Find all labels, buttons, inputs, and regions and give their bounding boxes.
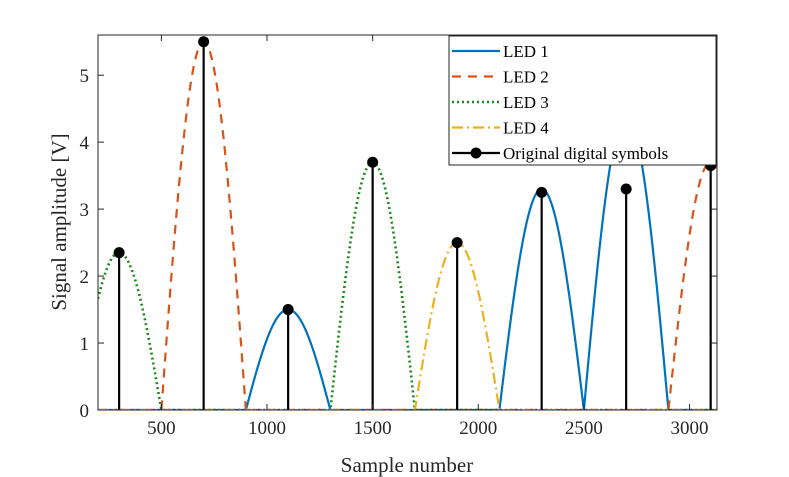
stem-layer (113, 36, 717, 410)
legend-marker-symbols (470, 147, 482, 159)
symbol-marker (536, 186, 548, 198)
x-tick-label: 1500 (354, 418, 392, 439)
y-tick-label: 5 (80, 66, 90, 87)
symbol-marker (367, 156, 379, 168)
x-axis-ticks: 500 1000 1500 2000 2500 3000 (147, 35, 709, 439)
x-tick-label: 1000 (248, 418, 286, 439)
legend-label-2: LED 2 (503, 68, 549, 87)
y-tick-label: 3 (80, 200, 90, 221)
y-tick-label: 2 (80, 267, 90, 288)
symbol-marker (282, 304, 294, 316)
legend-label-symbols: Original digital symbols (503, 144, 668, 163)
y-tick-label: 4 (80, 133, 90, 154)
symbol-marker (198, 36, 210, 48)
legend-label-3: LED 3 (503, 93, 549, 112)
legend-box (448, 35, 717, 166)
x-tick-label: 2500 (565, 418, 603, 439)
x-tick-label: 500 (147, 418, 176, 439)
x-axis-label: Sample number (341, 453, 473, 477)
x-tick-label: 3000 (671, 418, 709, 439)
x-tick-label: 2000 (459, 418, 497, 439)
plot-frame (97, 34, 718, 411)
y-tick-label: 0 (80, 401, 90, 422)
legend-entries: LED 1 LED 2 LED 3 LED 4 Original digital sym… (452, 42, 668, 163)
legend-label-4: LED 4 (503, 119, 549, 138)
legend: LED 1 LED 2 LED 3 LED 4 Original digital sym… (448, 35, 717, 166)
legend-label-1: LED 1 (503, 42, 549, 61)
symbol-marker (113, 247, 125, 259)
y-axis-ticks: 0 1 2 3 4 5 (80, 66, 717, 422)
symbol-marker (451, 237, 463, 249)
y-tick-label: 1 (80, 334, 90, 355)
symbol-marker (620, 183, 632, 195)
y-axis-label: Signal amplitude [V] (47, 133, 71, 310)
series-line-led-3 (98, 160, 717, 410)
